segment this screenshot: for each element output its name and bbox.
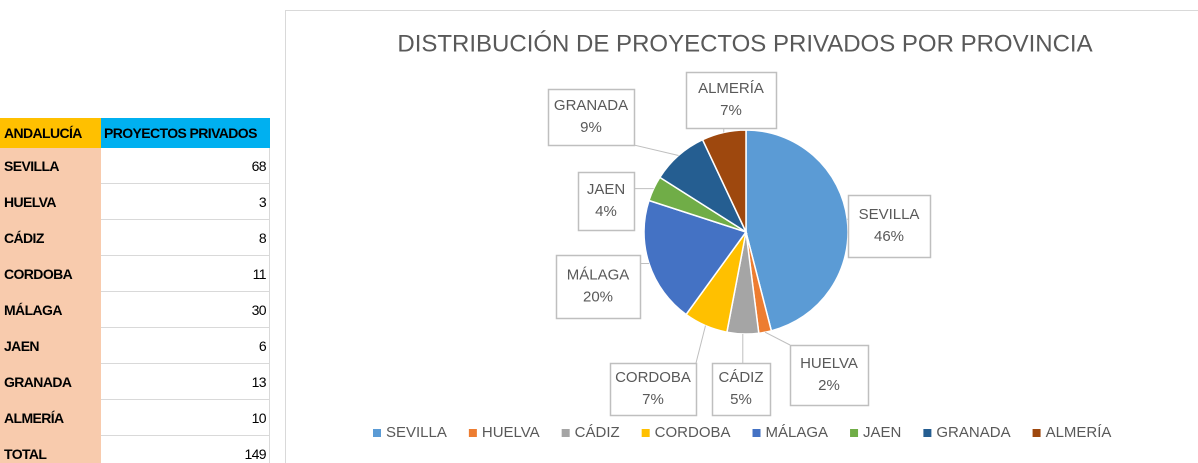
table-cell: 68	[100, 147, 270, 184]
data-label-value: 7%	[720, 102, 742, 119]
legend-label: SEVILLA	[386, 424, 447, 441]
table-row: SEVILLA 68	[0, 147, 270, 184]
table-cell: CORDOBA	[0, 255, 101, 292]
legend-label: JAEN	[863, 424, 901, 441]
table-cell: 13	[100, 363, 270, 400]
legend-swatch	[752, 429, 761, 437]
data-label-value: 4%	[595, 203, 617, 220]
table-cell: MÁLAGA	[0, 291, 101, 328]
table-cell: 6	[100, 327, 270, 364]
legend-label: CÁDIZ	[575, 424, 620, 441]
data-label-name: CÁDIZ	[719, 369, 764, 386]
pie-slice	[745, 129, 849, 332]
table-row: ALMERÍA 10	[0, 399, 270, 436]
data-label-value: 2%	[818, 377, 840, 394]
label-box	[555, 254, 642, 320]
data-label-value: 9%	[580, 119, 602, 136]
pie-slice	[701, 129, 747, 233]
table-cell: CÁDIZ	[0, 219, 101, 256]
table-row: HUELVA 3	[0, 183, 270, 220]
table-row: GRANADA 13	[0, 363, 270, 400]
data-label-name: MÁLAGA	[567, 266, 630, 283]
leader-line	[695, 325, 706, 364]
table-cell: 10	[100, 399, 270, 436]
leader-line	[764, 331, 791, 346]
label-box	[789, 344, 870, 407]
legend-swatch	[373, 429, 381, 437]
legend-label: HUELVA	[482, 424, 540, 441]
table-row: CORDOBA 11	[0, 255, 270, 292]
table-cell: 149	[100, 435, 270, 463]
table-row: JAEN 6	[0, 327, 270, 364]
table-cell: 11	[100, 255, 270, 292]
table-cell: 3	[100, 183, 270, 220]
legend-label: MÁLAGA	[766, 424, 829, 441]
data-table: ANDALUCÍA PROYECTOS PRIVADOS SEVILLA 68 HUEL…	[0, 118, 270, 463]
table-cell: GRANADA	[0, 363, 101, 400]
legend-swatch	[561, 429, 570, 437]
data-label-name: CORDOBA	[615, 369, 691, 386]
table-cell: JAEN	[0, 327, 101, 364]
legend-swatch	[923, 429, 932, 437]
data-label-value: 20%	[583, 288, 613, 305]
table-cell: ANDALUCÍA	[0, 118, 101, 148]
legend-swatch	[468, 429, 477, 437]
label-box	[711, 362, 772, 417]
legend-label: GRANADA	[936, 424, 1010, 441]
data-label-value: 7%	[642, 391, 664, 408]
data-label-name: HUELVA	[800, 355, 858, 372]
legend-swatch	[641, 429, 650, 437]
table-cell: HUELVA	[0, 183, 101, 220]
legend-swatch	[850, 429, 859, 437]
data-label-name: ALMERÍA	[698, 80, 764, 97]
data-label-name: GRANADA	[554, 97, 628, 114]
data-label-value: 46%	[874, 228, 904, 245]
legend-label: ALMERÍA	[1046, 424, 1112, 441]
table-cell: 8	[100, 219, 270, 256]
label-box	[685, 71, 778, 130]
data-label-value: 5%	[730, 391, 752, 408]
legend-label: CORDOBA	[655, 424, 731, 441]
table-row: MÁLAGA 30	[0, 291, 270, 328]
data-label-name: JAEN	[587, 181, 625, 198]
label-box	[577, 171, 636, 232]
table-cell: PROYECTOS PRIVADOS	[100, 118, 270, 148]
leader-line	[633, 144, 679, 156]
label-box	[609, 362, 698, 417]
table-row: CÁDIZ 8	[0, 219, 270, 256]
table-row: ANDALUCÍA PROYECTOS PRIVADOS	[0, 118, 270, 148]
chart-title: DISTRIBUCIÓN DE PROYECTOS PRIVADOS POR P…	[397, 30, 1092, 57]
table-cell: 30	[100, 291, 270, 328]
label-box	[547, 88, 636, 147]
data-label-name: SEVILLA	[859, 206, 920, 223]
legend-swatch	[1032, 429, 1041, 437]
label-box	[847, 194, 932, 259]
table-row: TOTAL 149	[0, 435, 270, 463]
